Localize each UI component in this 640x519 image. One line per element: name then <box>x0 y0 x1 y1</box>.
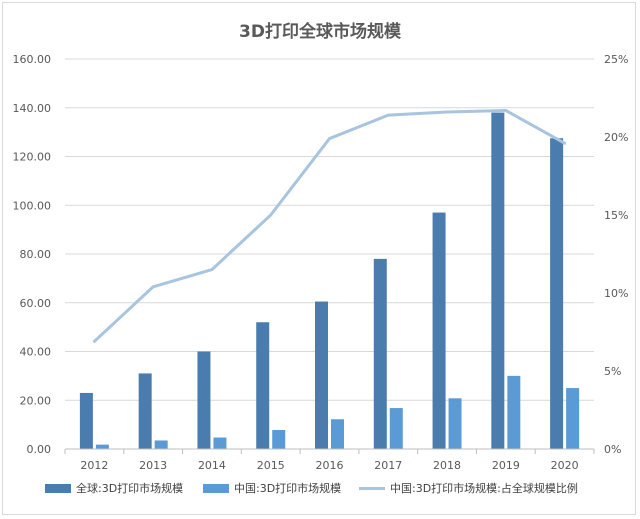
legend-swatch <box>45 484 71 493</box>
bar-global <box>373 258 387 449</box>
y-left-tick-label: 60.00 <box>20 297 52 310</box>
bar-global <box>79 392 93 449</box>
bar-china <box>154 440 168 449</box>
bar-global <box>432 212 446 449</box>
legend-swatch <box>203 484 229 493</box>
y-right-tick-label: 15% <box>604 209 628 222</box>
y-right-tick-label: 0% <box>604 443 621 456</box>
legend-label: 中国:3D打印市场规模:占全球规模比例 <box>390 481 578 495</box>
bar-china <box>566 388 580 449</box>
x-tick-label: 2020 <box>551 459 579 472</box>
watermark-text: 趣搜号 @智能相对论 <box>515 498 627 513</box>
y-left-tick-label: 0.00 <box>27 443 52 456</box>
x-tick-label: 2013 <box>139 459 167 472</box>
bar-china <box>272 429 286 449</box>
legend: 全球:3D打印市场规模 中国:3D打印市场规模 中国:3D打印市场规模:占全球规模比… <box>45 481 578 495</box>
y-left-tick-label: 40.00 <box>20 346 52 359</box>
chart-title: 3D打印全球市场规模 <box>239 21 402 42</box>
x-tick-label: 2015 <box>257 459 285 472</box>
line-layer <box>92 108 567 343</box>
bar-global <box>197 351 211 449</box>
y-left-tick-label: 160.00 <box>13 53 52 66</box>
chart-svg: 3D打印全球市场规模 0.00 20.00 40.00 60.00 80.00 100.0… <box>13 21 629 513</box>
watermark: 趣搜号 @智能相对论 <box>515 498 627 513</box>
bars-layer <box>79 112 580 449</box>
bar-china <box>507 375 521 449</box>
y-left-tick-label: 140.00 <box>13 102 52 115</box>
legend-label: 全球:3D打印市场规模 <box>76 481 183 495</box>
bar-china <box>389 408 403 449</box>
y-left-tick-label: 80.00 <box>20 248 52 261</box>
y-left-tick-label: 120.00 <box>13 151 52 164</box>
y-right-tick-label: 25% <box>604 53 628 66</box>
y-right-tick-label: 20% <box>604 131 628 144</box>
y-left-tick-label: 100.00 <box>13 199 52 212</box>
axis-layer: 0.00 20.00 40.00 60.00 80.00 100.00 120.00 140.… <box>13 53 629 472</box>
x-tick-label: 2014 <box>198 459 226 472</box>
chart-frame: 3D打印全球市场规模 0.00 20.00 40.00 60.00 80.00 100.0… <box>2 2 636 515</box>
legend-label: 中国:3D打印市场规模 <box>234 481 341 495</box>
bar-china <box>448 398 462 449</box>
bar-global <box>491 112 505 449</box>
x-tick-label: 2016 <box>316 459 344 472</box>
bar-china <box>331 419 344 449</box>
x-tick-label: 2017 <box>374 459 402 472</box>
y-right-tick-label: 5% <box>604 365 621 378</box>
bar-china <box>95 444 109 449</box>
x-tick-label: 2018 <box>433 459 461 472</box>
grid-layer <box>65 58 594 450</box>
bar-global <box>256 322 270 449</box>
x-tick-label: 2012 <box>80 459 108 472</box>
bar-global <box>550 138 564 449</box>
y-left-tick-label: 20.00 <box>20 394 52 407</box>
bar-global <box>315 301 328 449</box>
bar-china <box>213 437 227 449</box>
bar-global <box>138 373 152 449</box>
x-tick-label: 2019 <box>492 459 520 472</box>
y-right-tick-label: 10% <box>604 287 628 300</box>
